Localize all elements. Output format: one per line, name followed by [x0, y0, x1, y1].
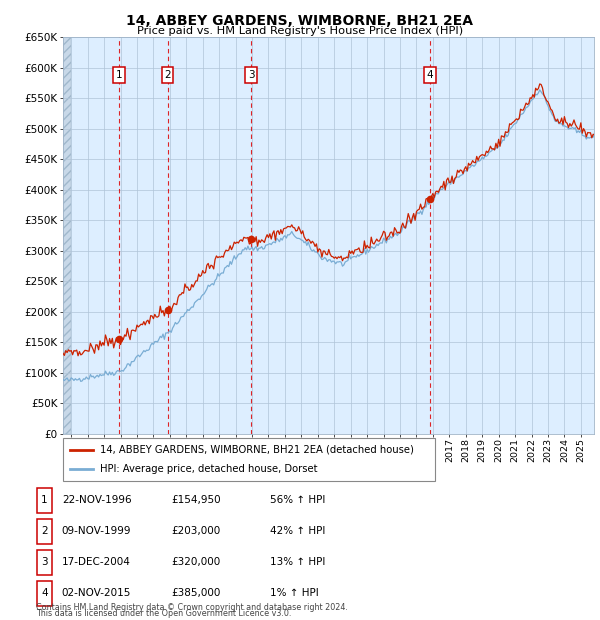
Text: HPI: Average price, detached house, Dorset: HPI: Average price, detached house, Dors…	[100, 464, 318, 474]
Text: 1: 1	[41, 495, 48, 505]
Text: 4: 4	[427, 70, 434, 80]
Text: 17-DEC-2004: 17-DEC-2004	[62, 557, 131, 567]
FancyBboxPatch shape	[37, 488, 52, 513]
Text: £203,000: £203,000	[171, 526, 220, 536]
Text: £154,950: £154,950	[171, 495, 221, 505]
Text: 56% ↑ HPI: 56% ↑ HPI	[270, 495, 325, 505]
Text: £320,000: £320,000	[171, 557, 220, 567]
Text: 14, ABBEY GARDENS, WIMBORNE, BH21 2EA (detached house): 14, ABBEY GARDENS, WIMBORNE, BH21 2EA (d…	[100, 445, 414, 454]
FancyBboxPatch shape	[37, 519, 52, 544]
Text: 14, ABBEY GARDENS, WIMBORNE, BH21 2EA: 14, ABBEY GARDENS, WIMBORNE, BH21 2EA	[127, 14, 473, 28]
Text: 09-NOV-1999: 09-NOV-1999	[62, 526, 131, 536]
Text: This data is licensed under the Open Government Licence v3.0.: This data is licensed under the Open Gov…	[36, 609, 292, 618]
Text: 42% ↑ HPI: 42% ↑ HPI	[270, 526, 325, 536]
Text: 22-NOV-1996: 22-NOV-1996	[62, 495, 131, 505]
Text: 2: 2	[164, 70, 171, 80]
Text: 3: 3	[41, 557, 48, 567]
FancyBboxPatch shape	[63, 438, 435, 480]
Text: 3: 3	[248, 70, 254, 80]
Text: 4: 4	[41, 588, 48, 598]
Text: 1: 1	[116, 70, 122, 80]
Text: 2: 2	[41, 526, 48, 536]
Text: 1% ↑ HPI: 1% ↑ HPI	[270, 588, 319, 598]
Text: 13% ↑ HPI: 13% ↑ HPI	[270, 557, 325, 567]
Text: Price paid vs. HM Land Registry's House Price Index (HPI): Price paid vs. HM Land Registry's House …	[137, 26, 463, 36]
FancyBboxPatch shape	[37, 550, 52, 575]
Text: 02-NOV-2015: 02-NOV-2015	[62, 588, 131, 598]
Text: £385,000: £385,000	[171, 588, 220, 598]
FancyBboxPatch shape	[37, 581, 52, 606]
Text: Contains HM Land Registry data © Crown copyright and database right 2024.: Contains HM Land Registry data © Crown c…	[36, 603, 348, 612]
